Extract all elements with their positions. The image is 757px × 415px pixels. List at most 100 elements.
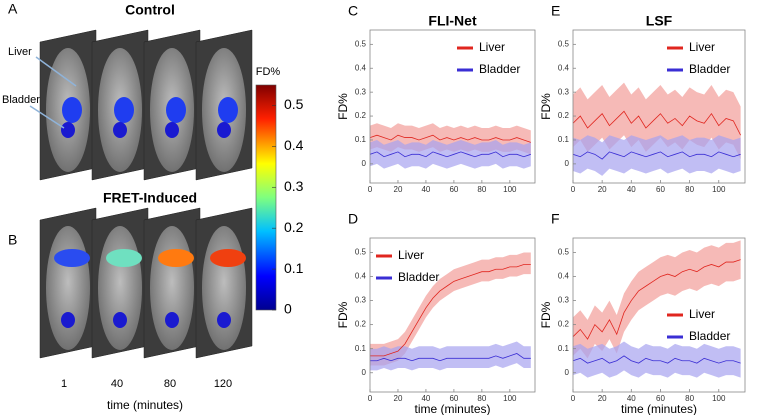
y-tick-label: 0.1 — [355, 135, 367, 144]
y-tick-label: 0.1 — [558, 344, 570, 353]
mouse-body — [150, 226, 194, 350]
y-tick-label: 0.4 — [558, 63, 570, 72]
mouse-body — [98, 226, 142, 350]
y-tick-label: 0 — [565, 368, 570, 377]
plot-frame — [572, 29, 746, 184]
liver-signal — [114, 97, 134, 123]
panel-label: E — [551, 3, 560, 19]
x-tick-label: 100 — [503, 394, 517, 403]
x-axis-label: time (minutes) — [621, 402, 697, 415]
y-tick-label: 0.5 — [558, 248, 570, 257]
x-tick-label: 0 — [571, 185, 576, 194]
x-tick-label: 100 — [503, 185, 517, 194]
y-tick-label: 0.3 — [355, 296, 367, 305]
panel-label: B — [8, 232, 17, 248]
series-line — [370, 353, 531, 362]
bladder-signal — [165, 312, 179, 328]
x-tick-label: 40 — [627, 394, 636, 403]
panel-label: F — [551, 211, 560, 227]
legend-label: Liver — [689, 307, 715, 321]
liver-signal — [210, 249, 246, 267]
colorbar-tick-label: 0 — [284, 301, 292, 317]
series-line — [572, 151, 741, 160]
colorbar-tick-label: 0.2 — [284, 219, 304, 235]
time-tick-label: 1 — [61, 378, 67, 390]
x-tick-label: 80 — [477, 394, 486, 403]
liver-signal — [218, 97, 238, 123]
y-tick-label: 0.2 — [355, 111, 367, 120]
chart-title: LSF — [646, 13, 673, 29]
panel-label: C — [348, 3, 358, 19]
y-tick-label: 0.5 — [355, 39, 367, 48]
bladder-signal — [217, 312, 231, 328]
legend-label: Bladder — [689, 329, 730, 343]
mouse-body — [46, 226, 90, 350]
legend-label: Bladder — [398, 270, 439, 284]
colorbar-tick-label: 0.1 — [284, 260, 304, 276]
y-tick-label: 0.3 — [558, 87, 570, 96]
error-band — [573, 240, 741, 359]
error-band — [370, 252, 531, 366]
y-tick-label: 0.2 — [558, 111, 570, 120]
error-band — [370, 341, 531, 371]
plot-frame — [572, 237, 746, 393]
liver-signal — [106, 249, 142, 267]
y-tick-label: 0.3 — [355, 87, 367, 96]
liver-signal — [166, 97, 186, 123]
colorbar-tick-label: 0.4 — [284, 137, 304, 153]
chart-title: FLI-Net — [428, 13, 477, 29]
x-tick-label: 0 — [571, 394, 576, 403]
error-band — [573, 135, 741, 176]
x-tick-label: 20 — [598, 185, 607, 194]
x-tick-label: 60 — [449, 185, 458, 194]
time-label: time (minutes) — [107, 398, 183, 412]
time-tick-label: 40 — [111, 378, 123, 390]
x-tick-label: 20 — [394, 185, 403, 194]
y-axis-label: FD% — [336, 301, 350, 328]
series-line — [370, 264, 531, 357]
legend-label: Liver — [689, 40, 715, 54]
colorbar — [255, 84, 277, 311]
legend-label: Bladder — [479, 62, 520, 76]
series-line — [572, 355, 741, 364]
x-tick-label: 60 — [656, 185, 665, 194]
error-band — [370, 139, 531, 169]
x-tick-label: 60 — [656, 394, 665, 403]
y-tick-label: 0.3 — [558, 296, 570, 305]
x-tick-label: 0 — [368, 394, 373, 403]
y-tick-label: 0.5 — [558, 39, 570, 48]
x-tick-label: 20 — [598, 394, 607, 403]
series-line — [369, 151, 531, 158]
mouse-body — [202, 226, 246, 350]
y-tick-label: 0.1 — [558, 135, 570, 144]
bladder-signal — [113, 312, 127, 328]
liver-signal — [54, 249, 90, 267]
x-tick-label: 100 — [712, 394, 726, 403]
colorbar-tick-label: 0.5 — [284, 96, 304, 112]
plot-frame — [369, 237, 536, 393]
plot-frame — [369, 29, 536, 184]
y-tick-label: 0.2 — [558, 320, 570, 329]
y-tick-label: 0 — [362, 368, 367, 377]
panel-label: D — [348, 211, 358, 227]
time-tick-label: 80 — [164, 378, 176, 390]
y-tick-label: 0.1 — [355, 344, 367, 353]
series-line — [369, 134, 531, 143]
x-tick-label: 40 — [421, 394, 430, 403]
x-tick-label: 0 — [368, 185, 373, 194]
legend-label: Liver — [398, 248, 424, 262]
colorbar-tick-label: 0.3 — [284, 178, 304, 194]
x-tick-label: 80 — [685, 394, 694, 403]
bladder-signal — [165, 122, 179, 138]
error-band — [573, 341, 741, 378]
annotation-line — [29, 105, 65, 129]
annotation: Bladder — [2, 94, 40, 106]
x-tick-label: 80 — [477, 185, 486, 194]
y-axis-label: FD% — [539, 301, 553, 328]
x-tick-label: 20 — [394, 394, 403, 403]
panel-label: A — [8, 1, 18, 17]
y-tick-label: 0 — [362, 159, 367, 168]
annotation-line — [35, 56, 77, 87]
x-tick-label: 80 — [685, 185, 694, 194]
